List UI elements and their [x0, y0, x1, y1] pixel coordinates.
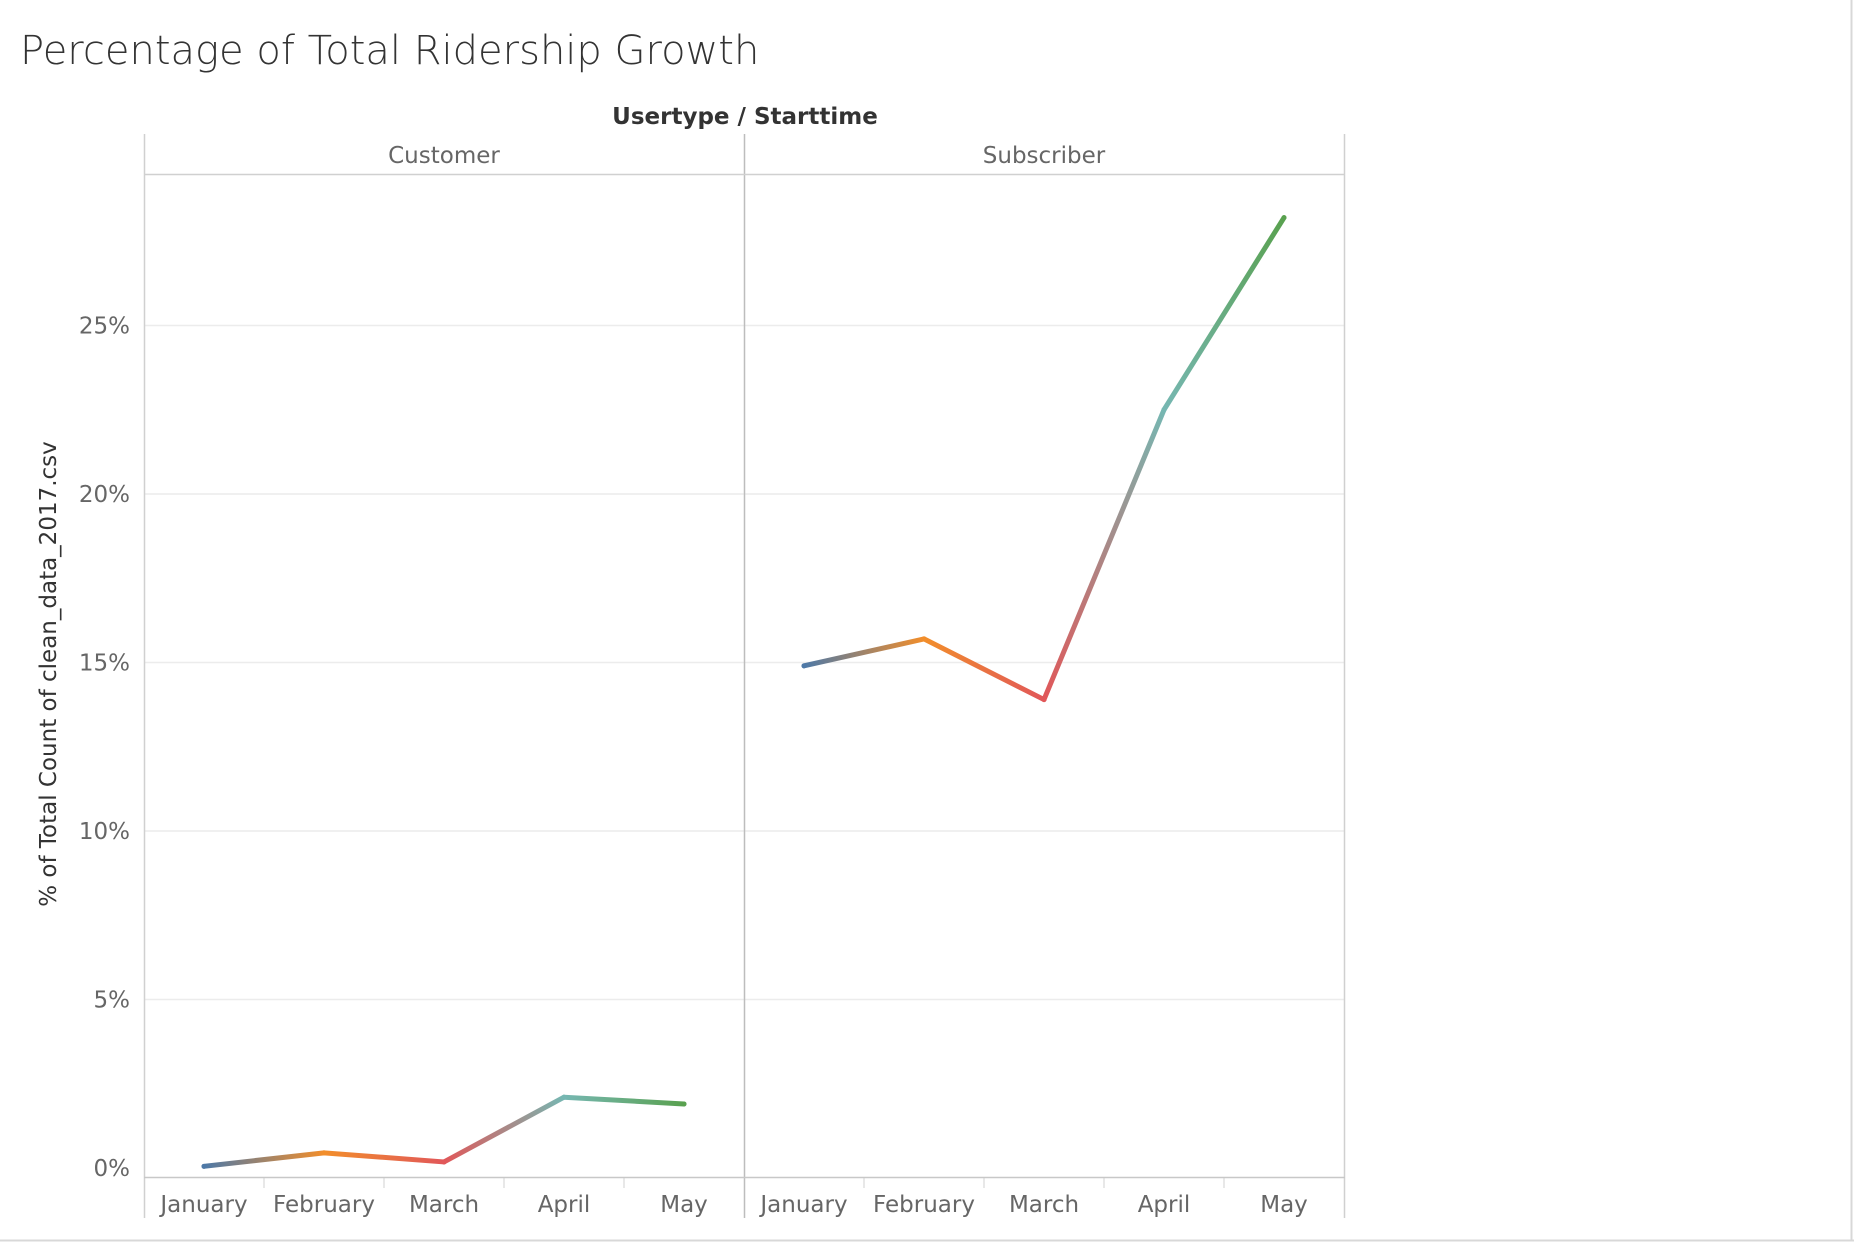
series-line-segment — [921, 636, 1047, 703]
y-axis-label: % of Total Count of clean_data_2017.csv — [36, 441, 62, 907]
series-line-segment — [1161, 215, 1287, 413]
series-line-segment — [801, 636, 927, 669]
y-tick-label: 0% — [94, 1156, 131, 1182]
x-tick-label: May — [660, 1192, 708, 1218]
y-tick-label: 5% — [94, 988, 131, 1014]
series-line-segment — [321, 1150, 447, 1165]
x-tick-label: March — [409, 1192, 479, 1218]
y-tick-label: 25% — [79, 314, 130, 340]
series-line-segment — [1041, 407, 1167, 703]
column-header: Usertype / Starttime — [612, 104, 878, 130]
y-tick-label: 10% — [79, 819, 130, 845]
series-line-segment — [561, 1094, 687, 1107]
chart-title: Percentage of Total Ridership Growth — [20, 28, 759, 74]
pane-header: Customer — [388, 143, 500, 169]
data-point — [561, 1094, 567, 1100]
x-tick-label: January — [758, 1192, 847, 1218]
x-tick-label: February — [873, 1192, 975, 1218]
data-point — [201, 1163, 207, 1169]
data-point — [441, 1159, 447, 1165]
data-point — [921, 636, 927, 642]
data-point — [1281, 215, 1287, 221]
data-point — [1161, 407, 1167, 413]
x-tick-label: April — [1138, 1192, 1191, 1218]
x-tick-label: March — [1009, 1192, 1079, 1218]
y-tick-label: 15% — [79, 651, 130, 677]
series-line-segment — [441, 1094, 567, 1165]
x-tick-label: May — [1260, 1192, 1308, 1218]
data-point — [1041, 697, 1047, 703]
pane-header: Subscriber — [983, 143, 1106, 169]
x-tick-label: January — [158, 1192, 247, 1218]
data-point — [681, 1101, 687, 1107]
y-tick-label: 20% — [79, 482, 130, 508]
data-point — [321, 1150, 327, 1156]
series-line-segment — [201, 1150, 327, 1169]
x-tick-label: February — [273, 1192, 375, 1218]
data-point — [801, 663, 807, 669]
x-tick-label: April — [538, 1192, 591, 1218]
